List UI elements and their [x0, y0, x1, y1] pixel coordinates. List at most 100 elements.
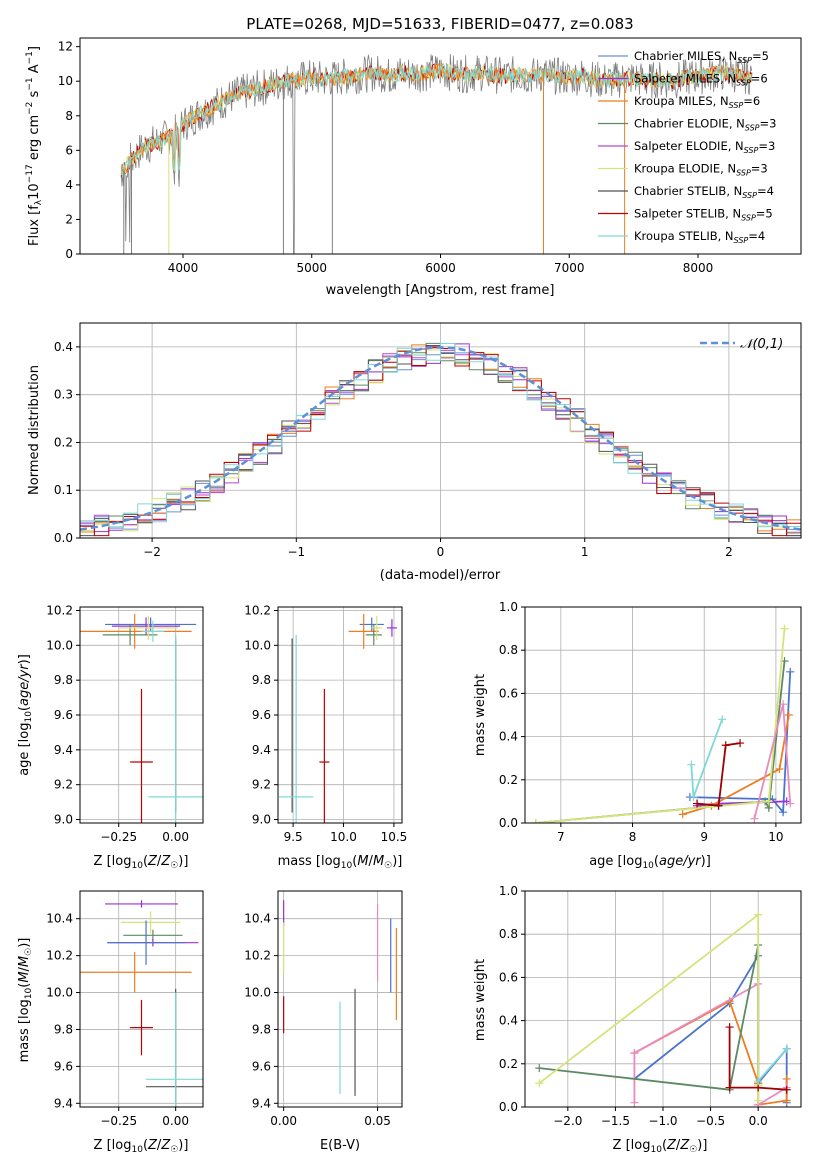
mass-z-ytick-label: 10.0 [46, 986, 73, 1000]
age-z-ytick-label: 9.2 [54, 778, 73, 792]
weight-age-ytick-label: 0.6 [499, 686, 518, 700]
weight-z-xtick-label: −0.5 [696, 1114, 725, 1128]
mass-z-errorbar-point [107, 920, 185, 965]
weight-z-marks [535, 910, 791, 1107]
spectrum-legend-label: Chabrier MILES, NSSP=5 [634, 49, 769, 65]
weight-z-panel: −2.0 −1.5 −1.0 −0.5 0.0 0.0 0.2 0.4 0.6 0.8 1.0 [499, 884, 802, 1128]
mass-ebv-xlabel: E(B-V) [320, 1138, 360, 1153]
weight-age-point-marker [678, 810, 687, 819]
age-mass-ytick-label: 10.0 [244, 638, 271, 652]
age-mass-errorbar-point [279, 634, 314, 823]
mass-ebv-marks [283, 900, 397, 1096]
spectrum-model-line [121, 62, 753, 174]
weight-z-ylabel: mass weight [473, 959, 488, 1041]
weight-age-point-marker [764, 797, 773, 806]
residual-panel: −2 −1 0 1 2 0.0 0.1 0.2 0.3 0.4 (data-model)/erro… [27, 322, 802, 583]
mass-z-errorbar-point [146, 992, 203, 1107]
weight-z-point-marker [630, 1098, 639, 1107]
spectrum-title: PLATE=0268, MJD=51633, FIBERID=0477, z=0… [246, 15, 633, 33]
weight-z-xlabel: Z [log10(Z/Z☉)] [613, 1138, 708, 1155]
spectrum-legend-label: Chabrier ELODIE, NSSP=3 [634, 117, 776, 133]
spectrum-xlabel: wavelength [Angstrom, rest frame] [326, 283, 555, 298]
spectrum-xtick-label: 8000 [683, 261, 714, 275]
residual-legend-label: 𝒩(0,1) [740, 337, 783, 352]
mass-ebv-frame [277, 890, 403, 1108]
weight-z-ytick-label: 1.0 [499, 884, 518, 898]
age-z-errorbar-point [130, 688, 153, 823]
mass-z-ytick-label: 9.4 [54, 1096, 73, 1110]
age-z-xlabel: Z [log10(Z/Z☉)] [94, 854, 189, 871]
age-mass-ytick-label: 9.8 [252, 673, 271, 687]
age-mass-xlabel: mass [log10(M/M☉)] [278, 854, 403, 871]
weight-z-ytick-label: 0.8 [499, 927, 518, 941]
weight-z-point-marker [630, 1049, 639, 1057]
weight-z-series-line [757, 1048, 788, 1082]
weight-age-point-marker [750, 814, 759, 823]
spectrum-xtick-label: 4000 [168, 261, 199, 275]
age-mass-ytick-label: 9.4 [252, 743, 271, 757]
age-z-ylabel: age [log10(age/yr)] [17, 654, 34, 776]
mass-z-ytick-label: 10.4 [46, 912, 73, 926]
age-mass-errorbar-point [386, 619, 397, 637]
age-mass-xtick-label: 10.0 [330, 830, 357, 844]
weight-age-series-line [682, 714, 790, 816]
age-z-ytick-label: 10.2 [46, 603, 73, 617]
age-z-marks [80, 613, 203, 823]
mass-z-errorbar-point [121, 911, 181, 934]
age-z-ytick-label: 9.6 [54, 708, 73, 722]
weight-age-xtick-label: 10 [768, 830, 783, 844]
residual-xtick-label: 1 [581, 545, 589, 559]
age-mass-xtick-label: 10.5 [381, 830, 408, 844]
weight-age-xtick-label: 9 [700, 830, 708, 844]
weight-z-point-marker [725, 1083, 734, 1092]
residual-ytick-label: 0.3 [54, 388, 73, 402]
weight-z-point-marker [782, 1096, 791, 1105]
age-mass-ytick-label: 9.0 [252, 813, 271, 827]
mass-ebv-ytick-label: 9.8 [252, 1022, 271, 1036]
spectrum-legend-label: Salpeter STELIB, NSSP=5 [634, 207, 773, 223]
weight-age-series-line [697, 742, 741, 807]
mass-z-xtick-label: 0.00 [162, 1114, 189, 1128]
age-z-xtick-label: 0.00 [162, 830, 189, 844]
age-z-ytick-label: 9.8 [54, 673, 73, 687]
residual-ylabel: Normed distribution [27, 365, 42, 495]
age-mass-errorbar-point [319, 688, 330, 823]
weight-age-ytick-label: 1.0 [499, 600, 518, 614]
weight-age-frame [524, 606, 802, 824]
weight-z-series-line [728, 1027, 787, 1091]
mass-z-ylabel: mass [log10(M/M☉)] [17, 938, 34, 1063]
spectrum-legend-label: Salpeter ELODIE, NSSP=3 [634, 139, 775, 155]
weight-age-point-marker [718, 715, 727, 724]
weight-z-xtick-label: −1.5 [601, 1114, 630, 1128]
age-mass-ytick-label: 10.2 [244, 603, 271, 617]
spectrum-xtick-label: 7000 [554, 261, 585, 275]
weight-z-ytick-label: 0.6 [499, 970, 518, 984]
age-mass-panel: 9.5 10.0 10.5 9.0 9.2 9.4 9.6 9.8 10.0 10.2 [244, 603, 408, 844]
weight-age-ytick-label: 0.4 [499, 730, 518, 744]
mass-ebv-panel: 0.00 0.05 9.4 9.6 9.8 10.0 10.2 10.4 [244, 890, 403, 1128]
weight-age-point-marker [779, 808, 788, 817]
spectrum-ytick-label: 2 [65, 212, 73, 226]
weight-z-ytick-label: 0.0 [499, 1100, 518, 1114]
mass-z-errorbar-point [130, 999, 153, 1056]
spectrum-ytick-label: 12 [58, 40, 73, 54]
age-z-ytick-label: 9.4 [54, 743, 73, 757]
weight-z-ytick-label: 0.4 [499, 1014, 518, 1028]
age-z-errorbar-point [141, 620, 165, 642]
weight-age-point-marker [775, 765, 784, 773]
residual-legend: 𝒩(0,1) [700, 337, 783, 352]
weight-age-ytick-label: 0.0 [499, 816, 518, 830]
mass-z-xtick-label: −0.25 [100, 1114, 137, 1128]
mass-z-errorbar-point [80, 951, 192, 993]
age-z-ytick-label: 10.0 [46, 638, 73, 652]
age-mass-ytick-label: 9.2 [252, 778, 271, 792]
residual-ytick-label: 0.1 [54, 483, 73, 497]
weight-z-point-marker [782, 1085, 791, 1094]
weight-age-point-marker [779, 700, 788, 709]
weight-z-xtick-label: −1.0 [648, 1114, 677, 1128]
spectrum-ylabel: Flux [fλ10−17 erg cm−2 s−1 A−1] [25, 46, 44, 246]
weight-age-xtick-label: 7 [557, 830, 565, 844]
weight-age-ylabel: mass weight [473, 674, 488, 756]
weight-age-xtick-label: 8 [629, 830, 637, 844]
weight-age-point-marker [693, 799, 702, 808]
